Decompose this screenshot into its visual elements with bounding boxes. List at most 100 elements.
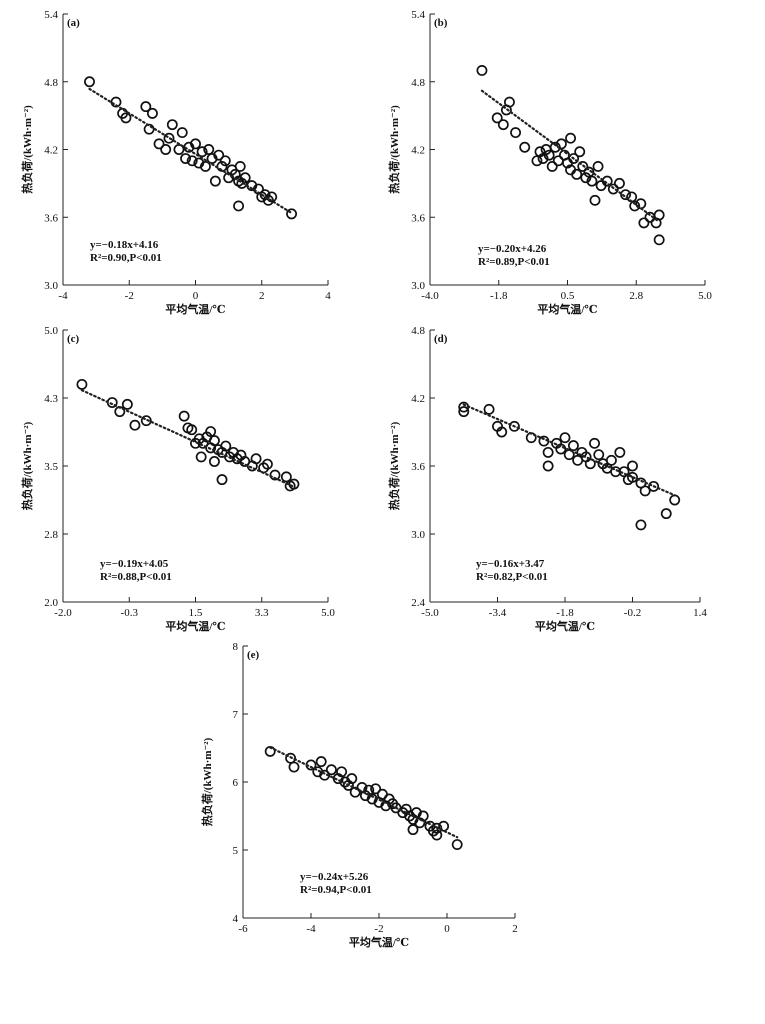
data-point [438, 820, 450, 832]
fit-stats: R²=0.88,P<0.01 [100, 571, 172, 583]
data-point [286, 208, 298, 220]
fit-stats: R²=0.89,P<0.01 [478, 256, 550, 268]
x-tick-label: 2.8 [629, 290, 643, 302]
data-point [199, 160, 211, 172]
data-point [431, 822, 443, 834]
data-point [205, 426, 217, 437]
data-point [236, 177, 248, 189]
data-point [315, 756, 327, 768]
y-tick-label: 5.4 [411, 9, 425, 21]
y-tick-label: 6 [233, 777, 239, 789]
data-point [571, 168, 583, 180]
data-point [288, 761, 300, 773]
data-point [542, 460, 554, 472]
x-tick-label: 0 [193, 290, 199, 302]
data-point [180, 153, 192, 164]
x-axis-title: 平均气温/℃ [165, 619, 225, 633]
data-point [458, 406, 470, 418]
data-point [166, 119, 178, 131]
data-point [519, 141, 531, 153]
data-point [555, 138, 567, 150]
y-tick-label: 4 [233, 913, 239, 925]
fit-line [80, 389, 296, 488]
y-tick-label: 5.0 [44, 325, 58, 337]
data-point [219, 155, 231, 167]
panel-label: (c) [67, 333, 80, 345]
y-axis-title: 热负荷/(kWh·m⁻²) [387, 105, 401, 194]
y-tick-label: 4.2 [411, 393, 425, 405]
data-point [542, 446, 554, 458]
x-tick-label: -5.0 [421, 607, 439, 619]
y-tick-label: 8 [233, 641, 239, 653]
x-tick-label: 2 [259, 290, 265, 302]
y-axis-title: 热负荷/(kWh·m⁻²) [20, 421, 34, 510]
x-tick-label: 1.4 [693, 607, 707, 619]
x-axis-title: 平均气温/℃ [535, 619, 595, 633]
y-tick-label: 4.2 [44, 145, 58, 157]
x-tick-label: -1.8 [556, 607, 574, 619]
data-point [163, 132, 175, 144]
data-point [431, 829, 443, 841]
data-point [186, 155, 198, 167]
fit-equation: y=−0.20x+4.26 [478, 243, 547, 255]
x-tick-label: -1.8 [490, 290, 508, 302]
y-tick-label: 4.8 [44, 77, 58, 89]
x-axis-title: 平均气温/℃ [537, 302, 597, 316]
x-tick-label: -2.0 [54, 607, 72, 619]
fit-stats: R²=0.94,P<0.01 [300, 884, 372, 896]
data-point [613, 177, 625, 189]
data-point [216, 474, 228, 486]
panel-label: (e) [247, 649, 260, 661]
x-tick-label: -4 [306, 923, 316, 935]
data-point [483, 403, 495, 415]
x-tick-label: -6 [238, 923, 248, 935]
fit-line [269, 746, 459, 839]
data-point [601, 175, 613, 187]
data-point [648, 480, 660, 492]
data-point [234, 160, 246, 172]
data-point [584, 458, 596, 470]
y-tick-label: 5.4 [44, 9, 58, 21]
y-tick-label: 3.6 [411, 461, 425, 473]
x-tick-label: 1.5 [189, 607, 203, 619]
panel-label: (d) [434, 333, 448, 345]
panel-d: -5.0 -3.4 -1.8 -0.2 1.4 2.4 3.0 3.6 4.2 4.8 (d) 平均气… [387, 325, 707, 633]
data-point [593, 449, 605, 461]
y-axis-title: 热负荷/(kWh·m⁻²) [200, 737, 214, 826]
y-axis-title: 热负荷/(kWh·m⁻²) [387, 421, 401, 510]
data-point [500, 104, 512, 116]
data-point [635, 519, 647, 531]
data-point [190, 138, 201, 150]
data-point [555, 443, 567, 455]
x-tick-label: -2 [374, 923, 383, 935]
data-point [653, 234, 665, 246]
data-point [534, 146, 546, 158]
data-point [510, 127, 522, 139]
data-point [288, 478, 300, 490]
data-point [84, 76, 95, 88]
data-point [577, 160, 589, 172]
x-tick-label: -4.0 [421, 290, 439, 302]
x-tick-label: 3.3 [255, 607, 269, 619]
x-axis-title: 平均气温/℃ [165, 302, 225, 316]
data-point [589, 194, 601, 206]
data-point [325, 764, 337, 776]
data-point [508, 420, 520, 432]
data-point [76, 378, 88, 390]
data-point [121, 398, 133, 410]
y-tick-label: 3.0 [411, 529, 425, 541]
x-tick-label: 2 [512, 923, 518, 935]
data-point [259, 189, 271, 201]
panel-label: (a) [67, 17, 80, 29]
data-point [336, 766, 348, 778]
data-point [496, 426, 508, 438]
y-tick-label: 7 [233, 709, 239, 721]
data-point [160, 144, 172, 155]
y-tick-label: 4.8 [411, 77, 425, 89]
data-point [220, 440, 232, 452]
data-point [627, 471, 638, 483]
data-point [605, 454, 617, 466]
x-tick-label: -4 [58, 290, 68, 302]
data-point [669, 494, 681, 506]
data-point [653, 209, 665, 221]
